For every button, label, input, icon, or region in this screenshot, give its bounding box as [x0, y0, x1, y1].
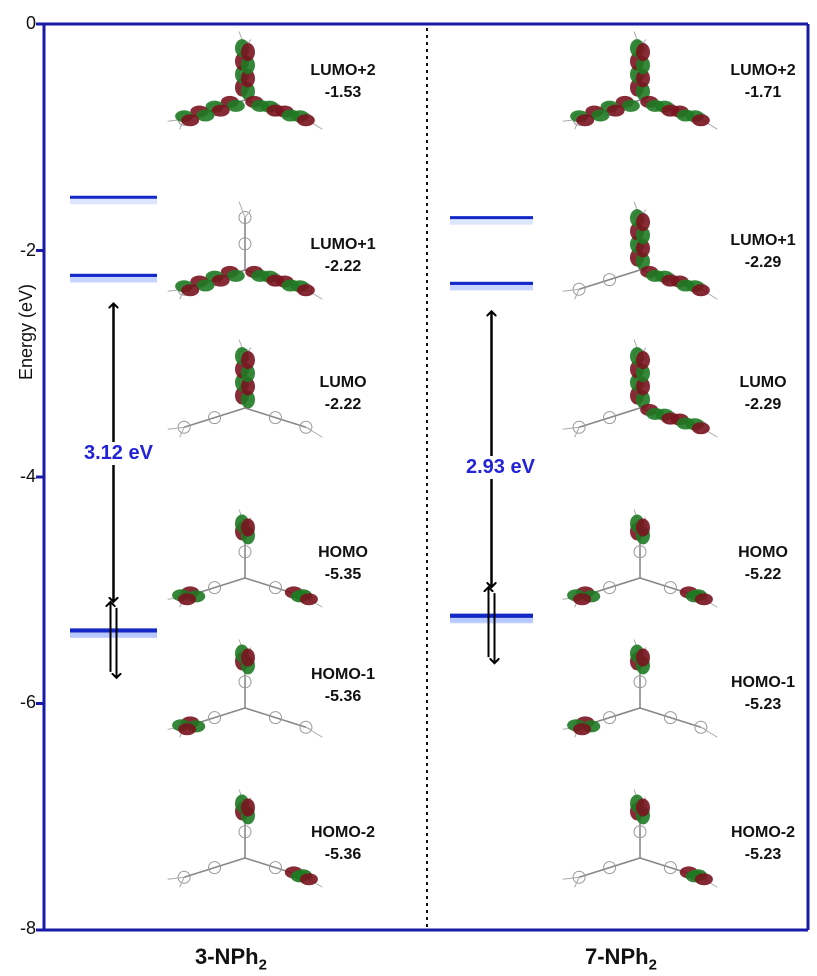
orbital-label-homo1-right: HOMO-1 -5.23 [731, 674, 795, 713]
orbital-label-lumo-left: LUMO -2.22 [319, 374, 367, 413]
orbital-molecule-9 [562, 509, 718, 608]
gap-label-3nph2: 3.12 eV [82, 442, 155, 465]
level-glow [450, 282, 533, 291]
orbital-isosurfaces [167, 31, 718, 888]
orbital-label-homo-right: HOMO -5.22 [738, 544, 788, 583]
orbital-label-homo-left: HOMO -5.35 [318, 544, 368, 583]
tick-label-minus2: -2 [19, 240, 36, 260]
orbital-molecule-10 [562, 639, 718, 738]
orbital-molecule-3 [167, 509, 323, 608]
level-glow [70, 630, 157, 639]
tick-label-0: 0 [25, 13, 36, 33]
level-glow [450, 216, 533, 225]
tick-label-minus4: -4 [19, 466, 36, 486]
orbital-label-lumo1-left: LUMO+1 -2.22 [310, 236, 376, 275]
orbital-molecule-6 [562, 31, 718, 130]
y-axis-label: Energy (eV) [16, 283, 36, 380]
level-glow [70, 628, 157, 637]
orbital-label-homo2-left: HOMO-2 -5.36 [311, 824, 375, 863]
orbital-label-lumo-right: LUMO -2.29 [739, 374, 787, 413]
level-glow [450, 614, 533, 623]
orbital-molecule-1 [167, 201, 323, 300]
level-glow [450, 282, 533, 291]
tick-label-minus8: -8 [19, 918, 36, 938]
orbital-label-lumo2-right: LUMO+2 -1.71 [730, 62, 796, 101]
level-glow [70, 274, 157, 283]
level-glow [450, 615, 533, 624]
orbital-molecule-2 [167, 339, 323, 438]
orbital-molecule-0 [167, 31, 323, 130]
compound-label-7nph2: 7-NPh2 [585, 944, 657, 974]
level-glow [70, 274, 157, 283]
compound-label-3nph2: 3-NPh2 [195, 944, 267, 974]
level-glow [70, 630, 157, 639]
orbital-molecule-8 [562, 339, 718, 438]
orbital-label-homo1-left: HOMO-1 -5.36 [311, 666, 375, 705]
energy-levels [70, 195, 533, 678]
orbital-label-lumo1-right: LUMO+1 -2.29 [730, 232, 796, 271]
gap-label-7nph2: 2.93 eV [464, 456, 537, 479]
orbital-label-lumo2-left: LUMO+2 -1.53 [310, 62, 376, 101]
y-axis-ticks [36, 22, 44, 932]
orbital-molecule-5 [167, 789, 323, 888]
orbital-molecule-4 [167, 639, 323, 738]
orbital-label-homo2-right: HOMO-2 -5.23 [731, 824, 795, 863]
level-glow [450, 615, 533, 624]
tick-label-minus6: -6 [19, 692, 36, 712]
orbital-molecule-11 [562, 789, 718, 888]
orbital-molecule-7 [562, 201, 718, 300]
level-glow [70, 196, 157, 205]
